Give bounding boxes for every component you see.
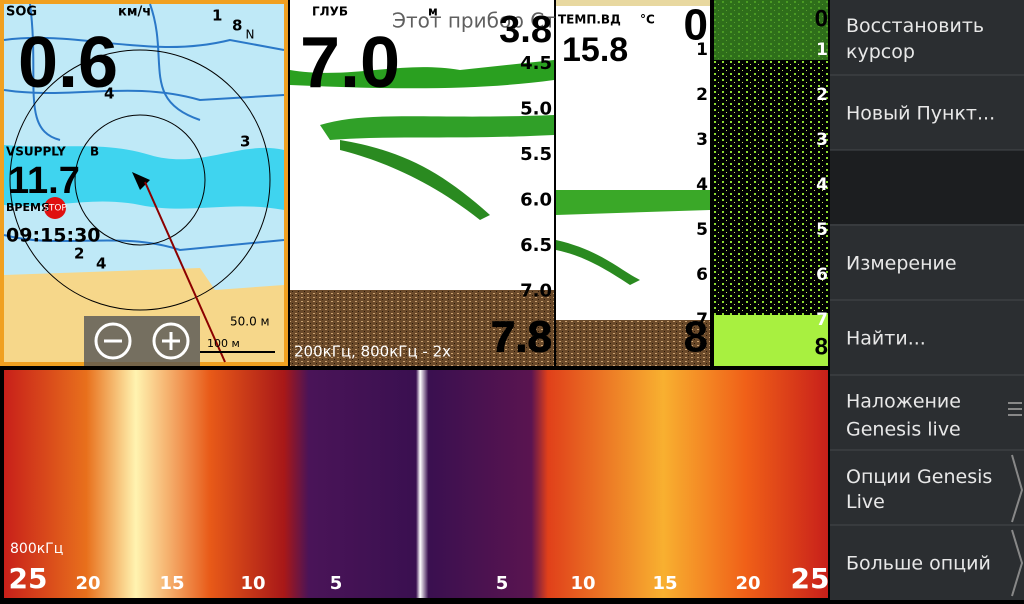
depth-scale-label: 3 <box>816 130 828 150</box>
range-label: 5 <box>496 573 509 594</box>
scale-bar: 100 м <box>207 337 240 350</box>
temp-unit: °C <box>640 13 655 27</box>
range-label: 20 <box>75 573 100 594</box>
depth-scale-label: 4 <box>696 175 708 195</box>
range-label: 10 <box>240 573 265 594</box>
range-label: 25 <box>791 562 830 595</box>
sog-label: SOG <box>6 5 37 20</box>
zoom-in-button[interactable] <box>152 322 190 360</box>
top-depth: 0 <box>684 1 708 50</box>
vsupply-label: VSUPPLY <box>6 145 66 159</box>
time-label: ВРЕМЯ <box>6 201 49 214</box>
temp-label: ТЕМП.ВД <box>558 13 621 27</box>
depth-scale-label: 5.0 <box>520 99 552 120</box>
depth-scale-label: 7 <box>816 310 828 330</box>
map-pane: SOG км/ч 0.6 VSUPPLY B 11.7 ВРЕМЯ STOP 0… <box>0 0 288 366</box>
bottom-depth: 7.8 <box>491 313 552 362</box>
sidescan-pane: 800кГц 25 20 15 10 5 5 10 15 20 25 <box>4 370 829 598</box>
range-label: 15 <box>652 573 677 594</box>
range-label: 25 <box>9 562 48 595</box>
depth-sounding: 2 <box>74 245 84 263</box>
bottom-depth: 8 <box>815 333 828 360</box>
depth-scale-label: 5.5 <box>520 144 552 165</box>
range-label: 15 <box>159 573 184 594</box>
time-value: 09:15:30 <box>6 225 101 247</box>
depth-scale-label: 5 <box>816 220 828 240</box>
top-depth: 0 <box>815 5 828 32</box>
menu-item[interactable]: Опции Genesis Live <box>846 466 992 513</box>
menu-item[interactable]: Новый Пункт... <box>846 103 995 125</box>
depth-unit: м <box>428 5 438 19</box>
depth-scale-label: 2 <box>816 85 828 105</box>
depth-scale-label: 4 <box>816 175 828 195</box>
depth-sounding: 1 <box>212 7 222 25</box>
range-label: 5 <box>330 573 343 594</box>
depth-scale-label: 6.5 <box>520 235 552 256</box>
depth-scale-label: 7 <box>696 310 708 330</box>
depth-sounding: 3 <box>240 133 250 151</box>
range-ring: 50.0 м <box>230 315 270 329</box>
depth-value: 7.0 <box>300 23 400 103</box>
menu-item[interactable]: Найти... <box>846 328 926 350</box>
depth-scale-label: 1 <box>816 40 828 60</box>
depth-scale-label: 6 <box>696 265 708 285</box>
depth-sounding: 4 <box>96 255 106 273</box>
sonar-pane: ГЛУБ м 7.0 Этот прибор Ст 3.8 200кГц, 80… <box>290 0 556 366</box>
sog-value: 0.6 <box>18 23 118 103</box>
depth-scale-label: 7.0 <box>520 281 552 302</box>
depth-scale-label: 2 <box>696 85 708 105</box>
menu-item[interactable]: Измерение <box>846 253 957 275</box>
menu: Восстановить курсор Новый Пункт... Измерени… <box>830 0 1024 600</box>
menu-item[interactable]: Восстановить курсор <box>846 15 984 63</box>
depth-scale-label: 3 <box>696 130 708 150</box>
depth-scale-label: 1 <box>696 40 708 60</box>
depth-label: ГЛУБ <box>312 5 348 19</box>
depth-sounding: 8 <box>232 17 242 35</box>
frequency: 200кГц, 800кГц - 2x <box>294 343 451 361</box>
sog-unit: км/ч <box>118 5 151 20</box>
depth-scale-label: 6 <box>816 265 828 285</box>
menu-item[interactable]: Больше опций <box>846 553 991 575</box>
device-notice: Этот прибор Ст <box>392 9 556 33</box>
menu-item-label[interactable]: Наложение <box>846 391 961 413</box>
zoom-out-button[interactable] <box>94 322 132 360</box>
bottom-depth: 8 <box>684 313 708 362</box>
frequency: 800кГц <box>10 541 63 557</box>
temperature-pane: ТЕМП.ВД °C 15.8 0 8 1 2 3 4 5 6 7 <box>556 0 710 366</box>
vsupply-value: 11.7 <box>8 160 80 202</box>
temp-value: 15.8 <box>562 31 628 69</box>
vsupply-unit: B <box>90 145 99 159</box>
menu-item-value[interactable]: Genesis live <box>846 419 961 441</box>
depth-scale-label: 5 <box>696 220 708 240</box>
stop-sign: STOP <box>43 204 67 214</box>
north: N <box>246 28 255 42</box>
depth-scale-label: 6.0 <box>520 190 552 211</box>
top-depth: 3.8 <box>499 9 552 51</box>
range-label: 10 <box>570 573 595 594</box>
depth-scale-label: 4.5 <box>520 53 552 74</box>
downscan-pane: 0 8 1 2 3 4 5 6 7 <box>714 0 828 366</box>
depth-sounding: 4 <box>104 85 114 103</box>
range-label: 20 <box>735 573 760 594</box>
